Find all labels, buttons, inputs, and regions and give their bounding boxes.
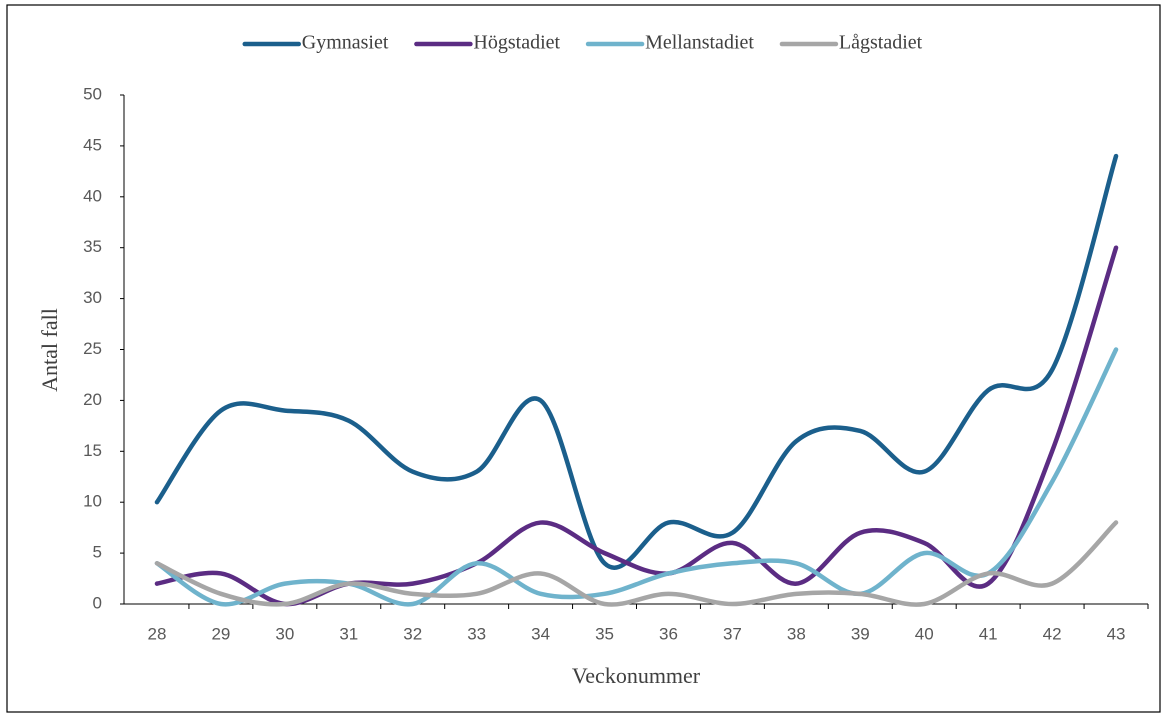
x-tick-label: 33 [467,624,486,643]
legend-item: Högstadiet [414,32,561,54]
legend-label: Högstadiet [473,32,560,54]
x-tick-label: 32 [403,624,422,643]
y-tick-label: 40 [83,186,102,205]
y-tick-label: 5 [93,543,102,562]
legend-label: Gymnasiet [302,32,389,54]
legend-item: Gymnasiet [242,32,389,54]
x-tick-label: 35 [595,624,614,643]
y-axis-title: Antal fall [37,308,62,392]
y-tick-label: 0 [93,593,102,612]
legend-label: Lågstadiet [839,32,923,54]
chart-border [6,4,1161,713]
x-tick-label: 37 [723,624,742,643]
line-series [154,153,1119,570]
y-tick-label: 50 [83,84,102,103]
x-tick-label: 31 [339,624,358,643]
y-tick-label: 20 [83,390,102,409]
x-tick-label: 38 [787,624,806,643]
y-tick-label: 25 [83,339,102,358]
y-tick-label: 30 [83,288,102,307]
y-tick-label: 10 [83,492,102,511]
y-tick-label: 15 [83,441,102,460]
x-tick-label: 36 [659,624,678,643]
legend-item: Lågstadiet [779,32,923,54]
x-tick-label: 40 [915,624,934,643]
x-tick-label: 41 [979,624,998,643]
line-series [154,520,1119,607]
x-axis-title: Veckonummer [572,663,701,688]
legend-label: Mellanstadiet [645,32,754,54]
x-tick-label: 34 [531,624,550,643]
x-tick-label: 39 [851,624,870,643]
x-tick-label: 43 [1107,624,1126,643]
legend-item: Mellanstadiet [585,32,754,54]
x-tick-label: 30 [275,624,294,643]
x-tick-label: 29 [211,624,230,643]
x-tick-label: 28 [148,624,167,643]
x-tick-label: 42 [1043,624,1062,643]
y-tick-label: 45 [83,135,102,154]
y-tick-label: 35 [83,237,102,256]
